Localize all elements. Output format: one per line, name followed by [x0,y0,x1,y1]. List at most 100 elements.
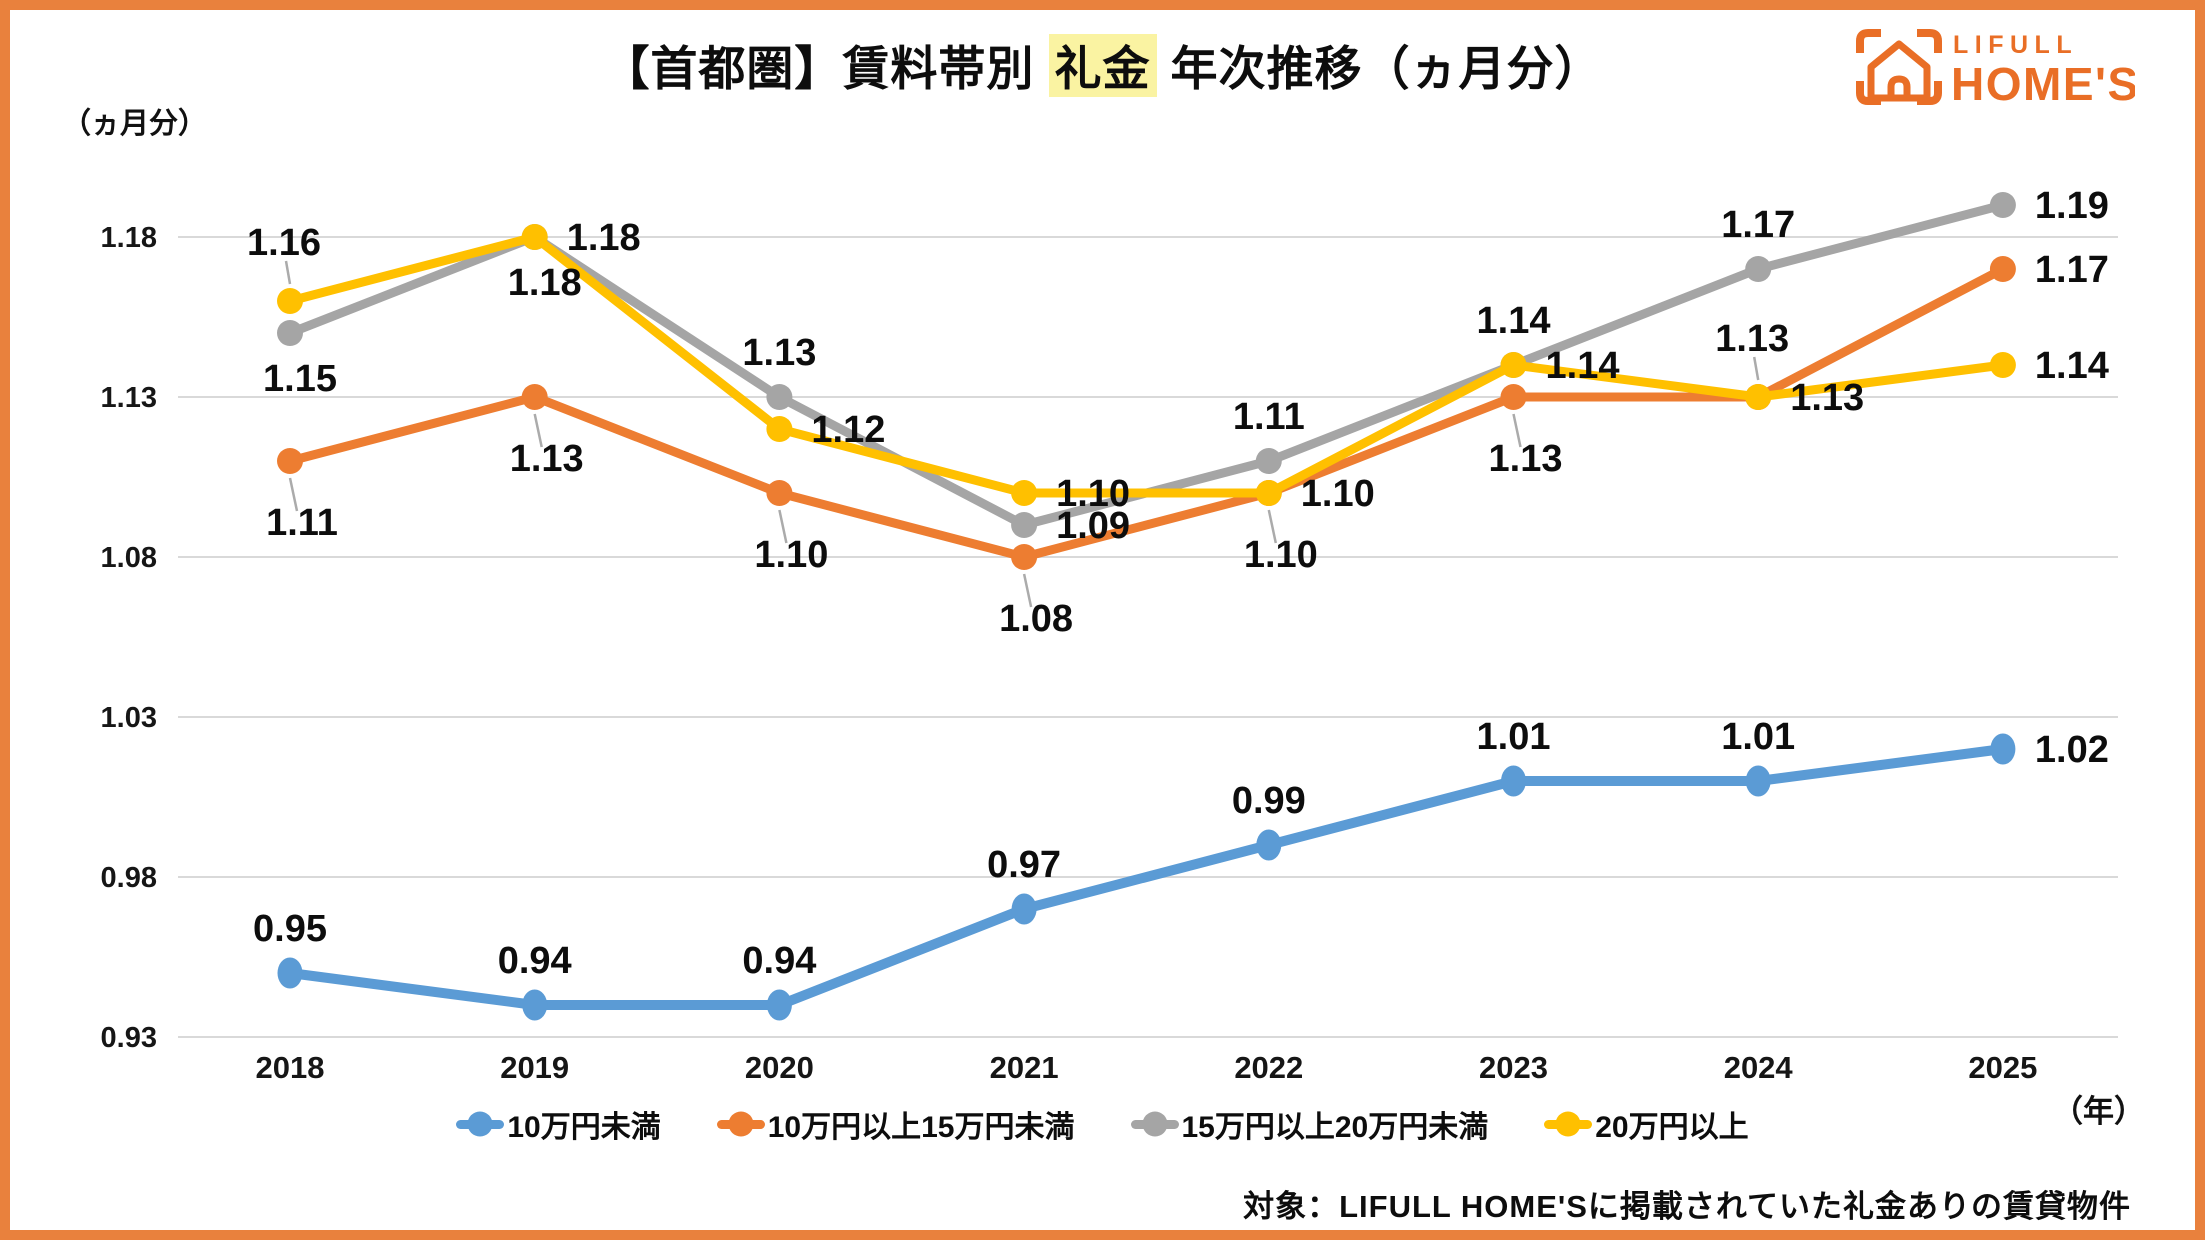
legend-item-100k-to-150k: 10万円以上15万円未満 [716,1102,1075,1146]
data-point-100k-to-150k [1989,256,2016,282]
data-label-150k-to-200k: 1.11 [1233,396,1305,438]
data-label-150k-to-200k: 1.13 [742,332,816,374]
x-tick-label: 2022 [1234,1050,1303,1085]
data-labels: 0.95 0.94 0.94 0.97 0.99 1.01 1.01 1.02 1.11 1.13… [247,185,2109,982]
lifull-homes-logo: LIFULL HOME'S [1855,26,2138,115]
x-tick-label: 2025 [1968,1050,2037,1085]
y-tick-label: 1.03 [101,702,157,734]
data-label-under-100k: 0.99 [1232,780,1306,822]
data-label-over-200k: 1.18 [567,217,641,259]
data-label-under-100k: 1.01 [1721,716,1795,758]
data-label-100k-to-150k: 1.08 [999,598,1073,640]
legend-item-over-200k: 20万円以上 [1544,1102,1749,1146]
data-point-150k-to-200k [277,320,303,346]
label-leader-line [288,477,299,512]
label-leader-line [1512,413,1522,448]
legend-marker-150k-to-200k [1130,1111,1179,1137]
data-point-under-100k [277,957,303,989]
data-point-100k-to-150k [521,384,548,410]
data-label-100k-to-150k: 1.11 [266,502,338,544]
data-point-100k-to-150k [766,480,793,506]
data-point-150k-to-200k [1255,448,1282,474]
y-tick-label: 1.18 [101,222,157,254]
data-label-over-200k: 1.16 [247,222,321,264]
legend-marker-under-100k [456,1111,505,1137]
title-highlight: 礼金 [1048,34,1157,97]
data-label-100k-to-150k: 1.13 [1489,438,1563,480]
x-axis-unit-label: （年） [2052,1094,2145,1129]
data-point-over-200k [1745,384,1772,410]
data-label-over-200k: 1.10 [1056,473,1130,515]
data-label-150k-to-200k: 1.19 [2035,185,2109,227]
chart-title-prefix: 【首都圏】賃料帯別 [602,42,1049,95]
logo-text-homes: HOME'S [1951,58,2135,110]
data-point-over-200k [1989,352,2016,378]
data-point-under-100k [522,989,548,1021]
data-point-150k-to-200k [1011,512,1038,538]
x-tick-label: 2024 [1724,1050,1794,1085]
data-label-under-100k: 0.94 [498,940,572,982]
legend-label: 10万円以上15万円未満 [767,1111,1075,1144]
data-point-under-100k [1011,893,1037,925]
label-leader-line [1022,573,1033,608]
logo-text-lifull: LIFULL [1953,31,2078,59]
data-point-under-100k [1745,765,1771,797]
y-tick-label: 1.13 [101,382,157,414]
chart-title-suffix: 年次推移（ヵ月分） [1156,42,1603,95]
data-label-100k-to-150k: 1.13 [1715,318,1789,360]
data-label-150k-to-200k: 1.09 [1056,505,1130,547]
legend-label: 15万円以上20万円未満 [1181,1111,1489,1144]
data-point-over-200k [277,288,303,314]
data-label-under-100k: 0.94 [742,940,816,982]
y-tick-label: 0.93 [101,1022,157,1054]
data-label-150k-to-200k: 1.14 [1477,300,1551,342]
data-point-over-200k [1011,480,1038,506]
data-point-over-200k [1255,480,1282,506]
x-tick-label: 2020 [745,1050,814,1085]
x-tick-label: 2018 [256,1050,325,1085]
data-point-under-100k [1501,765,1526,797]
label-leader-line [1752,356,1760,381]
series-line-100k-to-150k [285,264,2008,562]
data-label-over-200k: 1.12 [811,409,885,451]
series-over-200k [277,224,2016,506]
lifull-homes-logo-svg: LIFULL HOME'S [1856,29,2138,110]
x-tick-label: 2023 [1479,1050,1548,1085]
legend-marker-over-200k [1544,1111,1593,1137]
y-tick-label: 1.08 [101,542,157,574]
data-label-150k-to-200k: 1.18 [508,262,582,304]
series-line-under-100k [285,744,2008,1010]
data-point-150k-to-200k [1745,256,1772,282]
data-label-100k-to-150k: 1.10 [754,534,828,576]
logo-bracket-icon [1856,29,1942,105]
legend-label: 20万円以上 [1595,1111,1749,1144]
data-point-under-100k [1990,733,2016,765]
data-point-under-100k [766,989,792,1021]
data-label-under-100k: 0.97 [987,844,1061,886]
data-point-100k-to-150k [1500,384,1527,410]
chart-title: 【首都圏】賃料帯別 礼金 年次推移（ヵ月分） [0,30,2205,99]
y-axis-unit-label: （ヵ月分） [62,108,208,140]
y-axis-ticks: 1.18 1.13 1.08 1.03 0.98 0.93 [101,222,157,1054]
x-axis-ticks: 2018 2019 2020 2021 2022 2023 2024 2025 [256,1050,2038,1085]
label-leader-line [533,413,543,448]
data-point-under-100k [1256,829,1282,861]
data-point-over-200k [1500,352,1527,378]
legend-item-under-100k: 10万円未満 [456,1102,661,1146]
x-tick-label: 2021 [990,1050,1059,1085]
data-label-100k-to-150k: 1.17 [2035,249,2109,291]
legend-label: 10万円未満 [507,1111,661,1144]
data-label-100k-to-150k: 1.10 [1244,534,1318,576]
label-leader-line [778,509,788,544]
data-label-over-200k: 1.10 [1301,473,1375,515]
data-point-100k-to-150k [1011,544,1038,570]
legend-marker-100k-to-150k [716,1111,765,1137]
x-tick-label: 2019 [500,1050,569,1085]
data-label-100k-to-150k: 1.13 [510,438,584,480]
data-label-under-100k: 1.02 [2035,729,2109,771]
series-under-100k [277,733,2016,1021]
data-label-150k-to-200k: 1.17 [1721,204,1795,246]
data-label-over-200k: 1.14 [2035,345,2109,387]
